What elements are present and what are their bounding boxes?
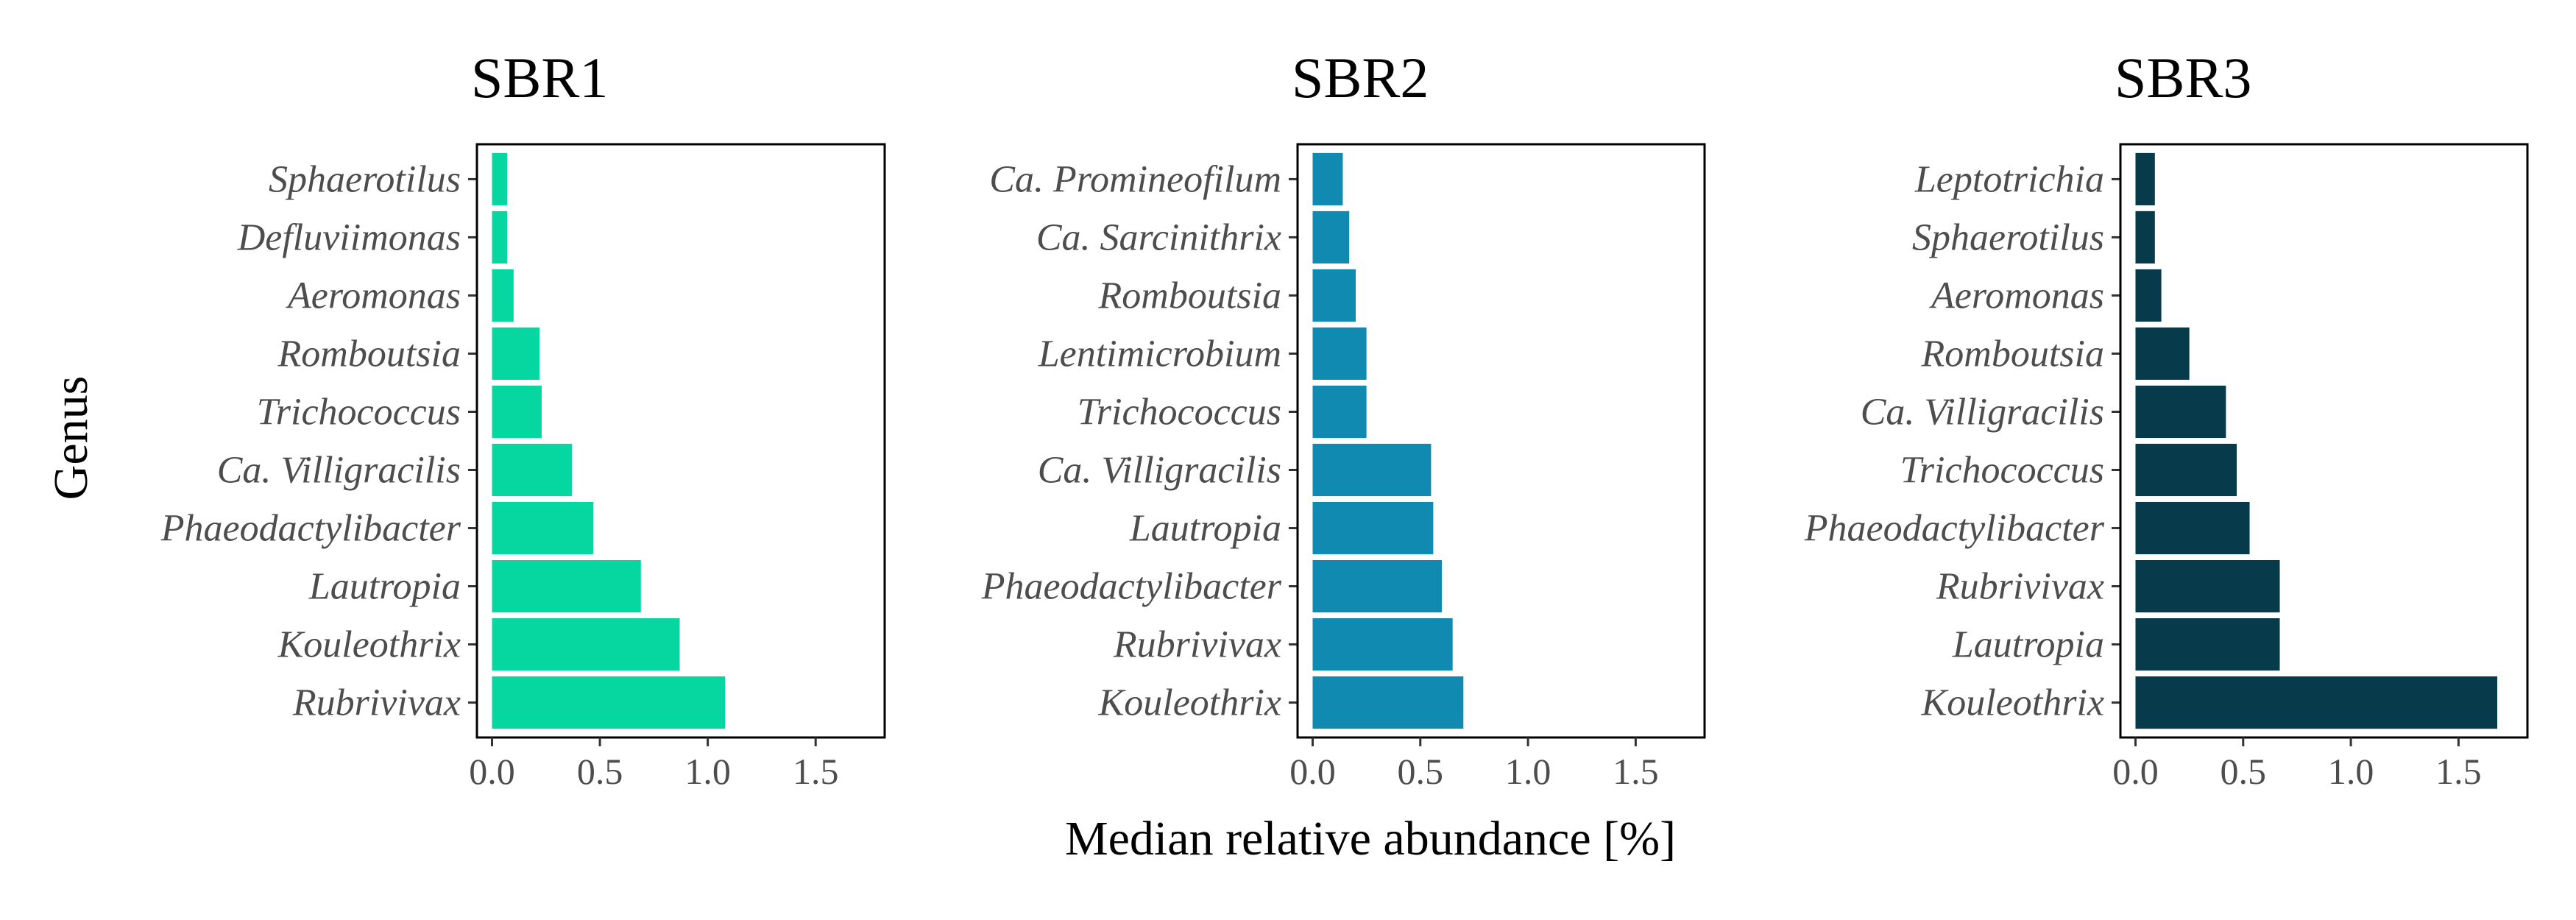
y-tick-label: Romboutsia [1921,333,2104,375]
y-tick-label: Trichococcus [1078,391,1281,433]
y-tick-label: Rubrivivax [292,682,461,724]
y-tick-label: Sphaerotilus [1912,216,2104,258]
bar [492,559,641,613]
panel-border [1296,143,1706,739]
x-tick-label: 1.5 [793,751,839,792]
x-tick-label: 0.0 [1289,751,1336,792]
x-tick-label: 0.0 [469,751,515,792]
bar [2135,559,2280,613]
y-tick-label: Ca. Sarcinithrix [1036,216,1281,258]
y-tick-label: Rubrivivax [1936,566,2104,608]
bar [492,152,508,205]
x-tick-label: 0.0 [2112,751,2159,792]
x-tick-label: 1.5 [1613,751,1659,792]
y-tick-label: Trichococcus [1900,450,2104,492]
bar [2135,327,2190,381]
bar [1312,501,1434,555]
bar [1312,385,1367,439]
bar [2135,618,2280,671]
y-axis-title: Genus [44,376,98,500]
bar [1312,152,1343,205]
y-tick-label: Rubrivivax [1113,624,1281,666]
x-tick-label: 1.0 [1505,751,1551,792]
x-tick-label: 0.5 [1398,751,1444,792]
y-tick-label: Romboutsia [1098,275,1281,316]
y-tick-label: Phaeodactylibacter [160,508,461,550]
y-tick-label: Kouleothrix [277,624,461,666]
bar [1312,559,1443,613]
y-tick-label: Lautropia [308,566,461,608]
bar [492,618,680,671]
chart-panels: SBR1 Sphaerotilus Defluviimonas Aeromonas Ro… [160,46,2529,792]
bar [492,385,542,439]
bar [492,443,572,497]
y-tick-label: Ca. Promineofilum [989,158,1281,200]
x-tick-label: 1.0 [684,751,731,792]
bar [1312,676,1464,729]
bar [492,676,726,729]
y-tick-label: Ca. Villigracilis [217,450,461,492]
bar [492,210,508,263]
x-tick-label: 0.5 [577,751,623,792]
bar [492,501,594,555]
y-tick-label: Aeromonas [286,275,461,316]
y-tick-label: Defluviimonas [237,216,461,258]
y-tick-label: Lautropia [1952,624,2104,666]
bar [1312,618,1453,671]
y-tick-label: Leptotrichia [1914,158,2104,200]
y-tick-label: Lautropia [1129,508,1281,550]
panel-title: SBR2 [1292,46,1429,110]
y-tick-label: Aeromonas [1929,275,2104,316]
bar [2135,269,2162,322]
y-tick-label: Lentimicrobium [1038,333,1281,375]
y-tick-label: Ca. Villigracilis [1861,391,2104,433]
y-tick-label: Phaeodactylibacter [981,566,1282,608]
bar [1312,327,1367,381]
x-axis-title: Median relative abundance [%] [1065,812,1676,866]
bar [492,269,514,322]
y-tick-label: Sphaerotilus [269,158,461,200]
bar [1312,443,1432,497]
panel-title: SBR3 [2115,46,2251,110]
panel-2: SBR2 Ca. Promineofilum Ca. Sarcinithrix Rom… [981,46,1706,792]
bar [2135,152,2155,205]
x-tick-label: 0.5 [2221,751,2267,792]
bar [2135,676,2498,729]
panel-border [475,143,886,739]
bar [492,327,540,381]
y-tick-label: Kouleothrix [1921,682,2104,724]
panel-1: SBR1 Sphaerotilus Defluviimonas Aeromonas Ro… [160,46,886,792]
bar [2135,385,2226,439]
y-tick-label: Ca. Villigracilis [1038,450,1281,492]
bar [2135,210,2155,263]
bar [2135,443,2237,497]
y-tick-label: Trichococcus [257,391,461,433]
panel-3: SBR3 Leptotrichia Sphaerotilus Aeromonas Rom… [1804,46,2529,792]
bar [1312,210,1350,263]
panel-border [2119,143,2529,739]
y-tick-label: Phaeodactylibacter [1804,508,2105,550]
bar [2135,501,2250,555]
y-tick-label: Romboutsia [277,333,461,375]
x-tick-label: 1.0 [2328,751,2374,792]
x-tick-label: 1.5 [2435,751,2482,792]
y-tick-label: Kouleothrix [1098,682,1281,724]
bar [1312,269,1356,322]
panel-title: SBR1 [471,46,608,110]
